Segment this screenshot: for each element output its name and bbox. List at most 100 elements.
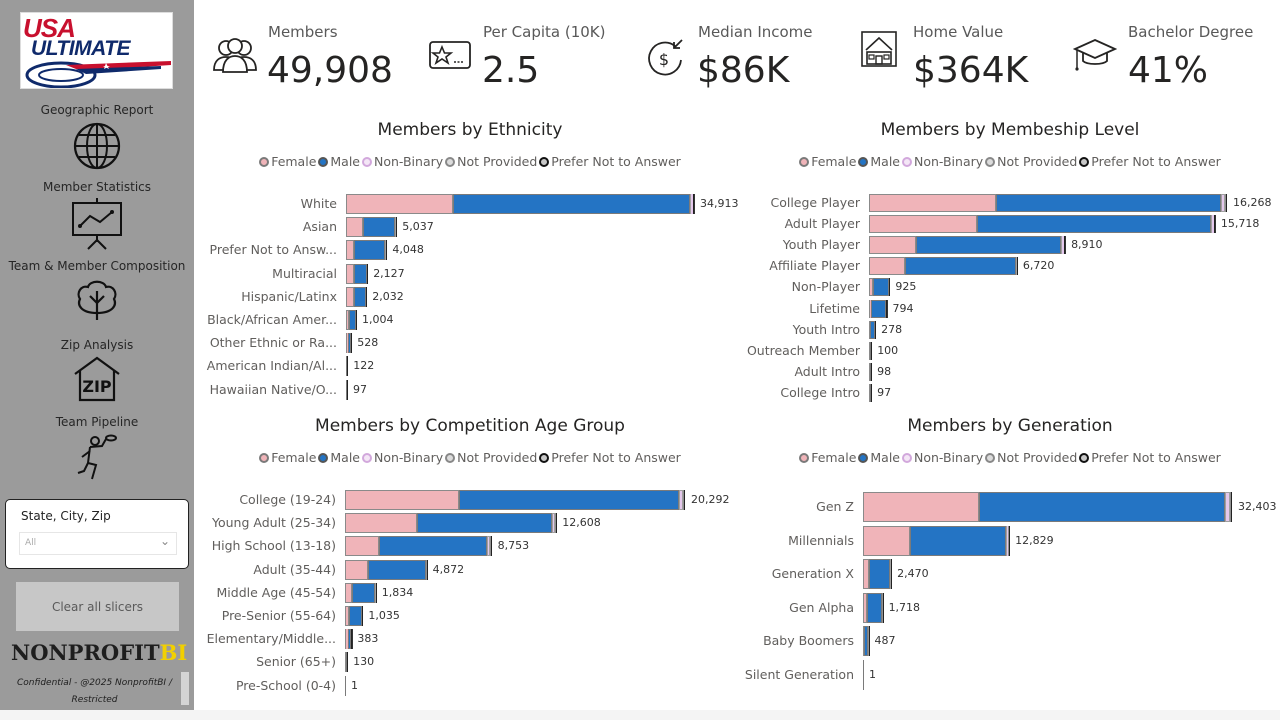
- bar-segment-female[interactable]: [863, 492, 979, 522]
- bar-segment-female[interactable]: [346, 263, 354, 284]
- bar-segment-male[interactable]: [873, 278, 889, 297]
- legend-item-not-provided[interactable]: Not Provided: [445, 450, 537, 465]
- bar-segment-male[interactable]: [348, 606, 363, 626]
- bar-segment-female[interactable]: [345, 559, 369, 580]
- bar-segment-male[interactable]: [368, 559, 426, 580]
- bar-segment-female[interactable]: [863, 525, 910, 556]
- bar-segment-female[interactable]: [863, 592, 867, 623]
- bar-segment-female[interactable]: [346, 217, 363, 238]
- bar-segment-female[interactable]: [345, 652, 347, 673]
- bar-segment-prefer-not-to-answer[interactable]: [871, 341, 873, 360]
- bar-segment-non-binary[interactable]: [551, 513, 555, 534]
- bar-segment-male[interactable]: [869, 383, 872, 402]
- bar-segment-male[interactable]: [354, 240, 386, 261]
- bar-segment-prefer-not-to-answer[interactable]: [351, 333, 353, 354]
- legend-item-female[interactable]: Female: [259, 450, 316, 465]
- bar-segment-prefer-not-to-answer[interactable]: [868, 626, 870, 657]
- bar-segment-male[interactable]: [347, 333, 352, 354]
- legend-item-prefer-not-to-answer[interactable]: Prefer Not to Answer: [539, 450, 681, 465]
- bar-segment-prefer-not-to-answer[interactable]: [351, 629, 353, 650]
- bar-segment-male[interactable]: [349, 310, 356, 330]
- bar-segment-male[interactable]: [345, 652, 348, 673]
- bar-segment-prefer-not-to-answer[interactable]: [1214, 215, 1216, 234]
- bar-segment-non-binary[interactable]: [395, 217, 397, 238]
- bar-segment-non-binary[interactable]: [1224, 492, 1230, 522]
- bar-segment-male[interactable]: [904, 257, 1016, 276]
- bar-segment-non-binary[interactable]: [1211, 215, 1214, 234]
- bar-segment-prefer-not-to-answer[interactable]: [396, 217, 398, 238]
- bar-segment-male[interactable]: [378, 536, 488, 557]
- bar-segment-prefer-not-to-answer[interactable]: [871, 362, 873, 381]
- bar-segment-male[interactable]: [866, 592, 883, 623]
- legend-item-not-provided[interactable]: Not Provided: [445, 154, 537, 169]
- bar-segment-female[interactable]: [869, 215, 978, 234]
- legend-item-prefer-not-to-answer[interactable]: Prefer Not to Answer: [539, 154, 681, 169]
- bar-segment-male[interactable]: [977, 215, 1212, 234]
- legend-item-male[interactable]: Male: [858, 154, 900, 169]
- bar-segment-female[interactable]: [869, 320, 871, 339]
- location-dropdown[interactable]: All ⌄: [19, 532, 177, 555]
- bar-segment-female[interactable]: [869, 278, 874, 297]
- nav-team-member-composition[interactable]: Team & Member Composition: [0, 259, 194, 321]
- clear-all-slicers-button[interactable]: Clear all slicers: [16, 582, 179, 631]
- legend-item-male[interactable]: Male: [318, 154, 360, 169]
- bar-segment-female[interactable]: [345, 536, 379, 557]
- bar-segment-female[interactable]: [869, 341, 871, 360]
- bar-segment-female[interactable]: [345, 606, 349, 626]
- bar-segment-not-provided[interactable]: [1229, 492, 1232, 522]
- bar-segment-female[interactable]: [869, 299, 872, 318]
- bar-segment-not-provided[interactable]: [490, 536, 492, 557]
- legend-item-not-provided[interactable]: Not Provided: [985, 450, 1077, 465]
- bar-segment-male[interactable]: [352, 582, 376, 603]
- bar-segment-female[interactable]: [869, 362, 871, 381]
- legend-item-non-binary[interactable]: Non-Binary: [902, 450, 983, 465]
- bar-segment-male[interactable]: [916, 236, 1061, 255]
- legend-item-non-binary[interactable]: Non-Binary: [362, 450, 443, 465]
- bar-segment-prefer-not-to-answer[interactable]: [891, 559, 893, 590]
- bar-segment-not-provided[interactable]: [682, 490, 685, 510]
- bar-segment-male[interactable]: [863, 660, 865, 690]
- bar-segment-female[interactable]: [345, 582, 353, 603]
- nav-member-statistics[interactable]: Member Statistics: [0, 180, 194, 250]
- legend-item-male[interactable]: Male: [318, 450, 360, 465]
- bar-segment-not-provided[interactable]: [1225, 194, 1227, 212]
- bar-segment-prefer-not-to-answer[interactable]: [355, 310, 358, 330]
- bar-segment-female[interactable]: [346, 240, 355, 261]
- bar-segment-prefer-not-to-answer[interactable]: [1016, 257, 1018, 276]
- bar-segment-male[interactable]: [452, 194, 690, 214]
- legend-item-male[interactable]: Male: [858, 450, 900, 465]
- bar-segment-prefer-not-to-answer[interactable]: [889, 278, 891, 297]
- bar-segment-non-binary[interactable]: [1005, 525, 1009, 556]
- bar-segment-female[interactable]: [346, 310, 350, 330]
- bar-segment-male[interactable]: [353, 286, 366, 307]
- legend-item-non-binary[interactable]: Non-Binary: [362, 154, 443, 169]
- bar-segment-prefer-not-to-answer[interactable]: [362, 606, 364, 626]
- bar-segment-female[interactable]: [869, 257, 905, 276]
- bar-segment-not-provided[interactable]: [554, 513, 557, 534]
- legend-item-not-provided[interactable]: Not Provided: [985, 154, 1077, 169]
- bar-segment-prefer-not-to-answer[interactable]: [875, 320, 877, 339]
- bar-segment-male[interactable]: [996, 194, 1222, 212]
- legend-item-non-binary[interactable]: Non-Binary: [902, 154, 983, 169]
- bar-segment-non-binary[interactable]: [487, 536, 491, 557]
- bar-segment-prefer-not-to-answer[interactable]: [1008, 525, 1010, 556]
- bar-segment-prefer-not-to-answer[interactable]: [1064, 236, 1066, 255]
- bar-segment-female[interactable]: [346, 333, 348, 354]
- bar-segment-female[interactable]: [345, 490, 459, 510]
- nav-team-pipeline[interactable]: Team Pipeline: [0, 415, 194, 481]
- bar-segment-prefer-not-to-answer[interactable]: [1226, 194, 1228, 212]
- bar-segment-female[interactable]: [346, 194, 453, 214]
- bar-segment-prefer-not-to-answer[interactable]: [683, 490, 686, 510]
- bar-segment-non-binary[interactable]: [689, 194, 693, 214]
- bar-segment-non-binary[interactable]: [425, 559, 427, 580]
- bar-segment-male[interactable]: [869, 341, 872, 360]
- legend-item-female[interactable]: Female: [799, 450, 856, 465]
- bar-segment-male[interactable]: [869, 362, 872, 381]
- bar-segment-male[interactable]: [909, 525, 1006, 556]
- bar-segment-prefer-not-to-answer[interactable]: [367, 263, 369, 284]
- bar-segment-male[interactable]: [417, 513, 552, 534]
- bar-segment-prefer-not-to-answer[interactable]: [347, 356, 349, 377]
- bar-segment-prefer-not-to-answer[interactable]: [346, 379, 349, 400]
- bar-segment-female[interactable]: [869, 383, 871, 402]
- bar-segment-prefer-not-to-answer[interactable]: [886, 299, 888, 318]
